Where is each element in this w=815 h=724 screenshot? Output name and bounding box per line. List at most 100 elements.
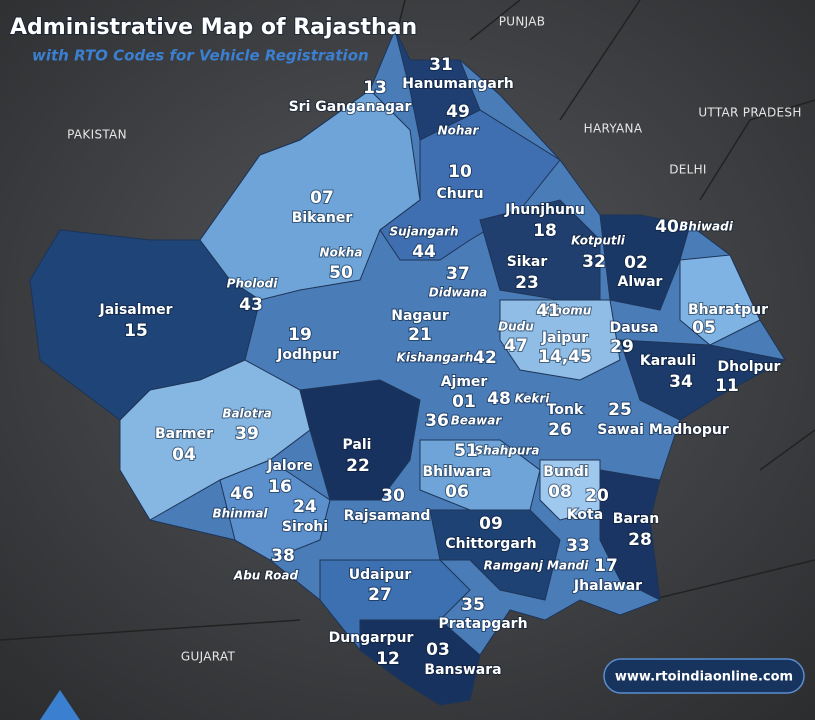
district-name: Rajsamand — [344, 508, 431, 524]
rto-code: 49 — [446, 102, 470, 122]
district-name: Hanumangarh — [402, 76, 513, 92]
rto-code: 07 — [310, 188, 334, 208]
rto-code: 35 — [461, 595, 485, 615]
rto-code: 25 — [608, 400, 632, 420]
region — [299, 379, 421, 501]
rto-code: 18 — [533, 221, 557, 241]
region — [619, 339, 787, 421]
region — [539, 459, 601, 521]
subtitle: with RTO Codes for Vehicle Registration — [32, 47, 369, 65]
rto-code: 04 — [172, 445, 196, 465]
rto-code: 42 — [473, 348, 497, 368]
district-name: Banswara — [424, 662, 501, 678]
district-name: Jaisalmer — [98, 302, 172, 318]
rto-code: 29 — [610, 337, 634, 357]
footer-badge — [603, 658, 805, 694]
district-name: Bundi — [543, 464, 588, 480]
district-subname: Dudu — [498, 320, 534, 334]
rto-code: 03 — [426, 640, 450, 660]
district-name: Tonk — [547, 402, 584, 418]
district-subname: Sujangarh — [389, 225, 458, 239]
rto-code: 40 — [655, 217, 679, 237]
rto-code: 51 — [454, 441, 478, 461]
neighbor-label: PAKISTAN — [67, 128, 127, 142]
district-name: Baran — [613, 511, 659, 527]
region — [679, 254, 761, 346]
region — [429, 509, 561, 601]
district-name: Jodhpur — [276, 347, 339, 363]
rto-code: 44 — [412, 242, 436, 262]
district-name: Udaipur — [349, 567, 412, 583]
district-subname: Didwana — [429, 286, 488, 300]
district-subname: Kishangarh — [397, 351, 474, 365]
district-name: Karauli — [640, 353, 696, 369]
rto-code: 15 — [124, 321, 148, 341]
rto-code: 13 — [363, 78, 387, 98]
rto-code: 20 — [585, 486, 609, 506]
district-subname: Abu Road — [233, 569, 299, 583]
rto-code: 32 — [582, 252, 606, 272]
district-subname: Shahpura — [475, 444, 540, 458]
district-name: Kota — [567, 507, 603, 523]
district-subname: Beawar — [451, 414, 503, 428]
rto-code: 17 — [594, 556, 618, 576]
neighbor-label: UTTAR PRADESH — [698, 106, 801, 120]
region — [219, 459, 331, 561]
rto-code: 38 — [271, 546, 295, 566]
district-subname: Chomu — [545, 304, 592, 318]
region — [599, 469, 661, 601]
rto-code: 21 — [408, 325, 432, 345]
district-name: Dholpur — [718, 359, 781, 375]
district-name: Jhalawar — [573, 578, 642, 594]
district-name: Pali — [343, 437, 372, 453]
district-name: Churu — [436, 186, 483, 202]
district-subname: Bhiwadi — [679, 220, 734, 234]
rto-code: 16 — [268, 477, 292, 497]
neighbor-label: HARYANA — [584, 122, 643, 136]
district-name: Sirohi — [282, 519, 328, 535]
rto-code: 09 — [479, 514, 503, 534]
rto-code: 12 — [376, 649, 400, 669]
region — [499, 299, 621, 381]
district-name: Nagaur — [391, 308, 449, 324]
borders — [0, 0, 815, 641]
neighbor-label: GUJARAT — [181, 650, 236, 664]
rto-code: 08 — [548, 482, 572, 502]
district-subname: Nokha — [320, 246, 363, 260]
rto-code: 14,45 — [538, 347, 592, 367]
rto-code: 33 — [566, 536, 590, 556]
district-subname: Nohar — [438, 124, 480, 138]
district-name: Bikaner — [292, 210, 353, 226]
rto-code: 31 — [429, 55, 453, 75]
rto-code: 34 — [669, 372, 693, 392]
neighbor-label: DELHI — [669, 163, 707, 177]
rto-code: 02 — [624, 253, 648, 273]
district-subname: Bhinmal — [212, 507, 268, 521]
district-name: Jaipur — [541, 330, 588, 346]
state-regions — [29, 28, 787, 706]
rto-code: 46 — [230, 484, 254, 504]
district-name: Jhunjhunu — [504, 202, 585, 218]
rto-code: 39 — [235, 424, 259, 444]
rto-code: 19 — [288, 325, 312, 345]
district-name: Pratapgarh — [438, 616, 527, 632]
district-name: Sawai Madhopur — [597, 422, 729, 438]
district-subname: Balotra — [222, 407, 271, 421]
district-name: Ajmer — [441, 374, 488, 390]
district-subname: Kotputli — [571, 234, 626, 248]
rto-code: 23 — [515, 273, 539, 293]
district-subname: Pholodi — [227, 277, 279, 291]
district-name: Jalore — [266, 458, 312, 474]
rto-code: 37 — [446, 264, 470, 284]
district-name: Dausa — [610, 320, 659, 336]
district-name: Chittorgarh — [445, 536, 536, 552]
district-name: Dungarpur — [329, 630, 414, 646]
rto-code: 30 — [381, 486, 405, 506]
rto-code: 11 — [715, 376, 739, 396]
rto-code: 41 — [536, 301, 560, 321]
rto-code: 24 — [293, 497, 317, 517]
district-subname: Kekri — [515, 392, 551, 406]
rto-code: 26 — [548, 420, 572, 440]
